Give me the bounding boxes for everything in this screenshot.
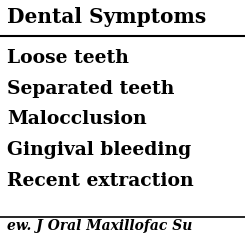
Text: Separated teeth: Separated teeth (7, 80, 175, 98)
Text: Loose teeth: Loose teeth (7, 49, 129, 67)
Text: Gingival bleeding: Gingival bleeding (7, 141, 192, 159)
Text: ew. J Oral Maxillofac Su: ew. J Oral Maxillofac Su (7, 219, 193, 233)
Text: Recent extraction: Recent extraction (7, 172, 194, 189)
Text: Dental Symptoms: Dental Symptoms (7, 7, 207, 27)
Text: Malocclusion: Malocclusion (7, 110, 147, 128)
